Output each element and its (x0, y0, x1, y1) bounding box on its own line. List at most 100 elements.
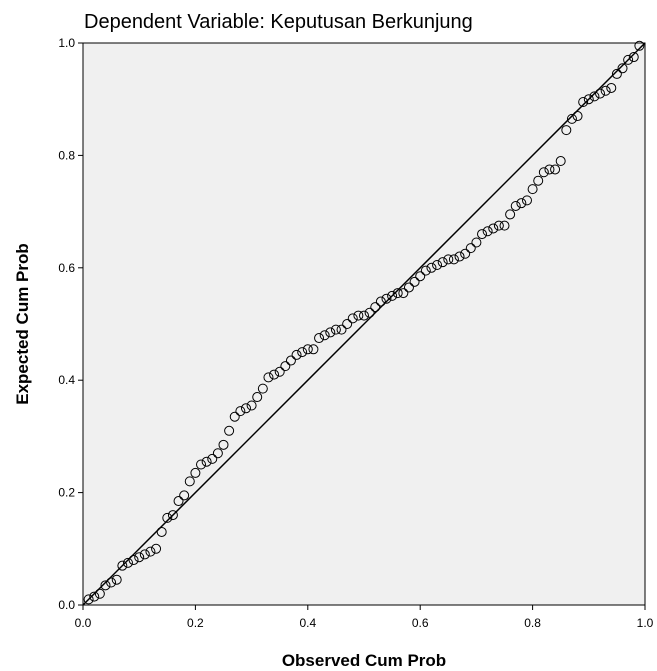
data-point (499, 220, 510, 231)
data-point (179, 490, 190, 501)
x-tick-label: 0.0 (75, 616, 92, 630)
data-point (280, 361, 291, 372)
data-point (173, 496, 184, 507)
data-point (544, 164, 555, 175)
data-point (151, 543, 162, 554)
data-point (493, 220, 504, 231)
data-point (122, 557, 133, 568)
data-point (330, 324, 341, 335)
data-point (224, 425, 235, 436)
data-point (634, 40, 645, 51)
data-point (212, 448, 223, 459)
y-axis-label: Expected Cum Prob (13, 243, 32, 405)
reference-line (82, 42, 646, 606)
data-point (600, 85, 611, 96)
data-point (521, 195, 532, 206)
x-tick-label: 0.8 (524, 616, 541, 630)
data-point (347, 313, 358, 324)
data-point (420, 265, 431, 276)
data-point (128, 555, 139, 566)
data-point (471, 237, 482, 248)
data-point (482, 226, 493, 237)
data-point (246, 400, 257, 411)
data-point (89, 591, 100, 602)
data-point (263, 372, 274, 383)
data-point (403, 282, 414, 293)
data-point (117, 560, 128, 571)
data-point (426, 262, 437, 273)
y-tick-label: 0.2 (58, 486, 75, 500)
data-point (437, 257, 448, 268)
data-point (196, 459, 207, 470)
data-point (319, 330, 330, 341)
data-point (488, 223, 499, 234)
data-point (218, 439, 229, 450)
data-point (240, 403, 251, 414)
data-point (595, 88, 606, 99)
data-point (550, 164, 561, 175)
data-point (617, 63, 628, 74)
data-point (538, 167, 549, 178)
data-point (533, 175, 544, 186)
data-point (443, 254, 454, 265)
y-tick-label: 0.0 (58, 598, 75, 612)
data-point (184, 476, 195, 487)
data-point (297, 347, 308, 358)
data-point (235, 406, 246, 417)
data-point (83, 594, 94, 605)
data-point (516, 198, 527, 209)
data-point (353, 310, 364, 321)
x-axis-ticks: 0.0 0.2 0.4 0.6 0.8 1.0 (75, 605, 654, 630)
y-tick-label: 0.8 (58, 148, 75, 162)
data-point (409, 276, 420, 287)
data-point (628, 52, 639, 63)
data-point (364, 307, 375, 318)
data-point (589, 91, 600, 102)
data-point (387, 290, 398, 301)
x-axis-label: Observed Cum Prob (282, 651, 446, 670)
x-tick-label: 0.2 (187, 616, 204, 630)
data-point (623, 54, 634, 65)
y-tick-label: 0.6 (58, 261, 75, 275)
data-point (308, 344, 319, 355)
data-point (269, 369, 280, 380)
data-point (145, 546, 156, 557)
data-point (465, 243, 476, 254)
data-point (505, 209, 516, 220)
data-point (432, 259, 443, 270)
data-point (381, 293, 392, 304)
data-point (555, 156, 566, 167)
data-point (106, 577, 117, 588)
data-point (229, 411, 240, 422)
y-tick-label: 0.4 (58, 373, 75, 387)
data-point (342, 319, 353, 329)
data-point (207, 453, 218, 464)
y-axis-ticks: 0.0 0.2 0.4 0.6 0.8 1.0 (58, 36, 83, 612)
data-point (336, 324, 347, 335)
data-point (274, 366, 285, 377)
data-point (448, 254, 459, 265)
data-point (566, 113, 577, 124)
data-point (611, 68, 622, 79)
data-point (572, 111, 583, 122)
y-tick-label: 1.0 (58, 36, 75, 50)
data-point (302, 344, 313, 355)
data-point (477, 229, 488, 240)
data-points (83, 40, 645, 605)
chart-title: Dependent Variable: Keputusan Berkunjung (84, 11, 473, 33)
data-point (291, 349, 302, 360)
data-point (162, 512, 173, 523)
data-point (134, 552, 145, 563)
data-point (156, 526, 167, 537)
data-point (167, 510, 178, 521)
data-point (285, 355, 296, 366)
data-point (561, 125, 572, 136)
data-point (257, 383, 268, 394)
data-point (139, 549, 150, 560)
x-tick-label: 0.4 (299, 616, 316, 630)
data-point (111, 574, 122, 585)
data-point (201, 456, 212, 467)
data-point (460, 248, 471, 259)
data-point (454, 251, 465, 262)
